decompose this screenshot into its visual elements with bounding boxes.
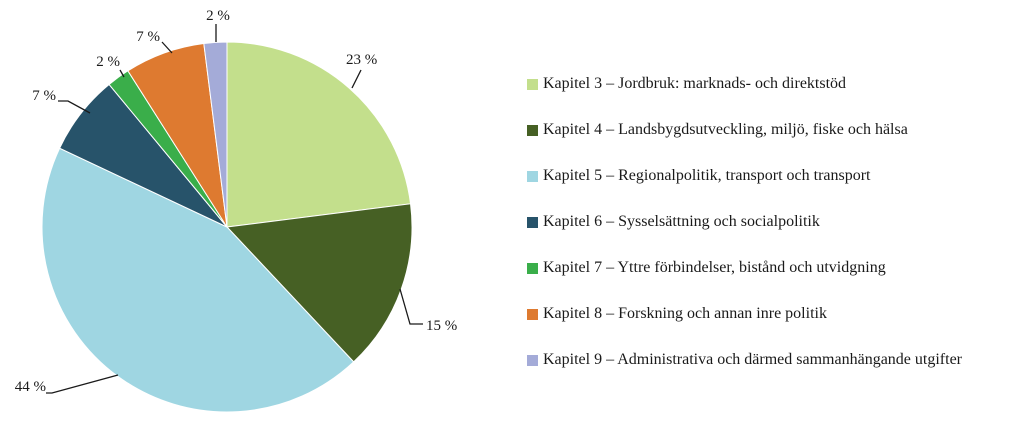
leader-line-3 — [46, 374, 119, 394]
legend-item-7: Kapitel 9 – Administrativa och därmed sa… — [527, 347, 962, 373]
legend-label-5: Kapitel 7 – Yttre förbindelser, bistånd … — [543, 259, 886, 276]
data-label-3: 44 % — [15, 379, 46, 395]
legend-label-1: Kapitel 3 – Jordbruk: marknads- och dire… — [543, 75, 847, 92]
data-label-6: 7 % — [136, 29, 160, 45]
legend-item-5: Kapitel 7 – Yttre förbindelser, bistånd … — [527, 255, 886, 281]
leader-line-4 — [58, 100, 91, 114]
leader-line-2 — [399, 288, 423, 325]
legend-item-4: Kapitel 6 – Sysselsättning och socialpol… — [527, 209, 820, 235]
leader-line-6 — [161, 41, 173, 54]
pie-slice-1 — [226, 41, 412, 228]
pie-slice-2 — [225, 203, 413, 363]
legend-item-3: Kapitel 5 – Regionalpolitik, transport o… — [527, 163, 871, 189]
legend-swatch-5 — [527, 262, 538, 274]
data-label-2: 15 % — [426, 318, 457, 334]
legend-label-2: Kapitel 4 – Landsbygdsutveckling, miljö,… — [543, 121, 908, 138]
legend-swatch-3 — [527, 170, 538, 182]
pie-slice-3 — [41, 147, 355, 413]
legend-swatch-6 — [527, 308, 538, 320]
legend-swatch-7 — [527, 354, 538, 366]
leader-line-1 — [351, 69, 362, 89]
legend-label-3: Kapitel 5 – Regionalpolitik, transport o… — [543, 167, 871, 184]
legend-swatch-4 — [527, 216, 538, 228]
legend-label-4: Kapitel 6 – Sysselsättning och socialpol… — [543, 213, 820, 230]
legend-item-2: Kapitel 4 – Landsbygdsutveckling, miljö,… — [527, 117, 908, 143]
data-label-7: 2 % — [206, 8, 230, 24]
legend-label-6: Kapitel 8 – Forskning och annan inre pol… — [543, 305, 827, 322]
data-label-5: 2 % — [96, 54, 120, 70]
leader-line-5 — [119, 69, 125, 78]
legend-label-7: Kapitel 9 – Administrativa och därmed sa… — [543, 351, 962, 368]
legend-item-1: Kapitel 3 – Jordbruk: marknads- och dire… — [527, 71, 846, 97]
pie-slice-7 — [203, 41, 228, 228]
legend-swatch-2 — [527, 124, 538, 136]
legend-swatch-1 — [527, 78, 538, 90]
data-label-4: 7 % — [32, 88, 56, 104]
data-label-1: 23 % — [346, 52, 377, 68]
pie-chart: 23 % 15 % 44 % 7 % 2 % 7 % 2 % — [15, 8, 457, 413]
legend-item-6: Kapitel 8 – Forskning och annan inre pol… — [527, 301, 827, 327]
